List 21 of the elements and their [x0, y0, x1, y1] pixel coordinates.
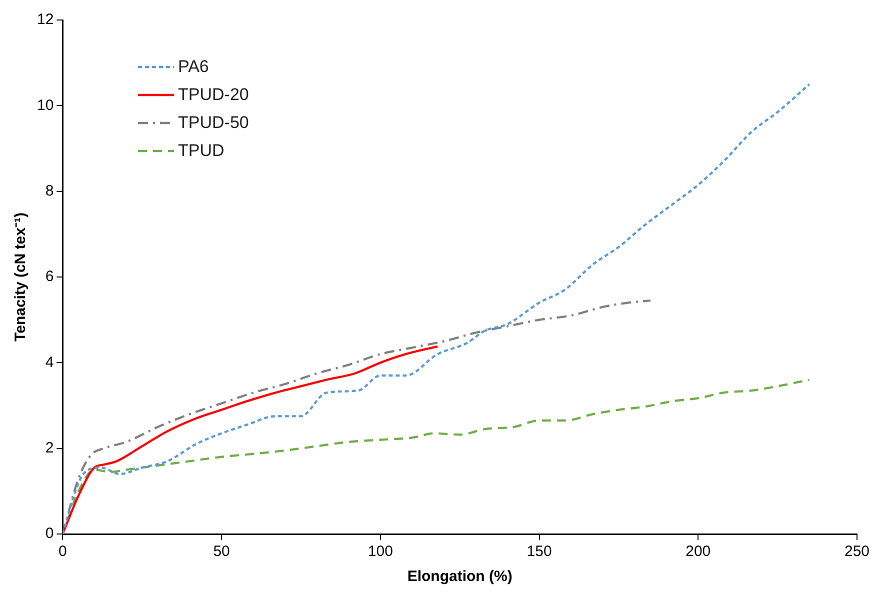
legend-label: PA6 [178, 57, 209, 77]
x-tick-label: 150 [526, 543, 552, 560]
y-tick-label: 2 [45, 439, 54, 456]
y-tick-label: 10 [36, 96, 54, 114]
x-tick-label: 200 [686, 543, 711, 560]
x-tick-label: 250 [844, 543, 870, 560]
y-tick-label: 6 [45, 268, 54, 286]
legend-label: TPUD [178, 141, 224, 161]
x-tick-label: 100 [368, 543, 393, 560]
line-series [62, 345, 439, 534]
line-series [62, 83, 810, 534]
y-tick-label: 8 [45, 182, 54, 200]
y-tick-label: 4 [45, 354, 54, 371]
legend-label: TPUD-50 [178, 113, 249, 133]
y-tick-label: 12 [36, 11, 54, 28]
x-tick-label: 50 [213, 543, 230, 560]
x-axis-title: Elongation (%) [407, 568, 512, 586]
legend-label: TPUD-20 [178, 85, 249, 105]
y-tick-label: 0 [45, 525, 54, 542]
y-axis-title: Tenacity (cN tex⁻¹) [12, 212, 30, 342]
x-tick-label: 0 [58, 543, 67, 560]
